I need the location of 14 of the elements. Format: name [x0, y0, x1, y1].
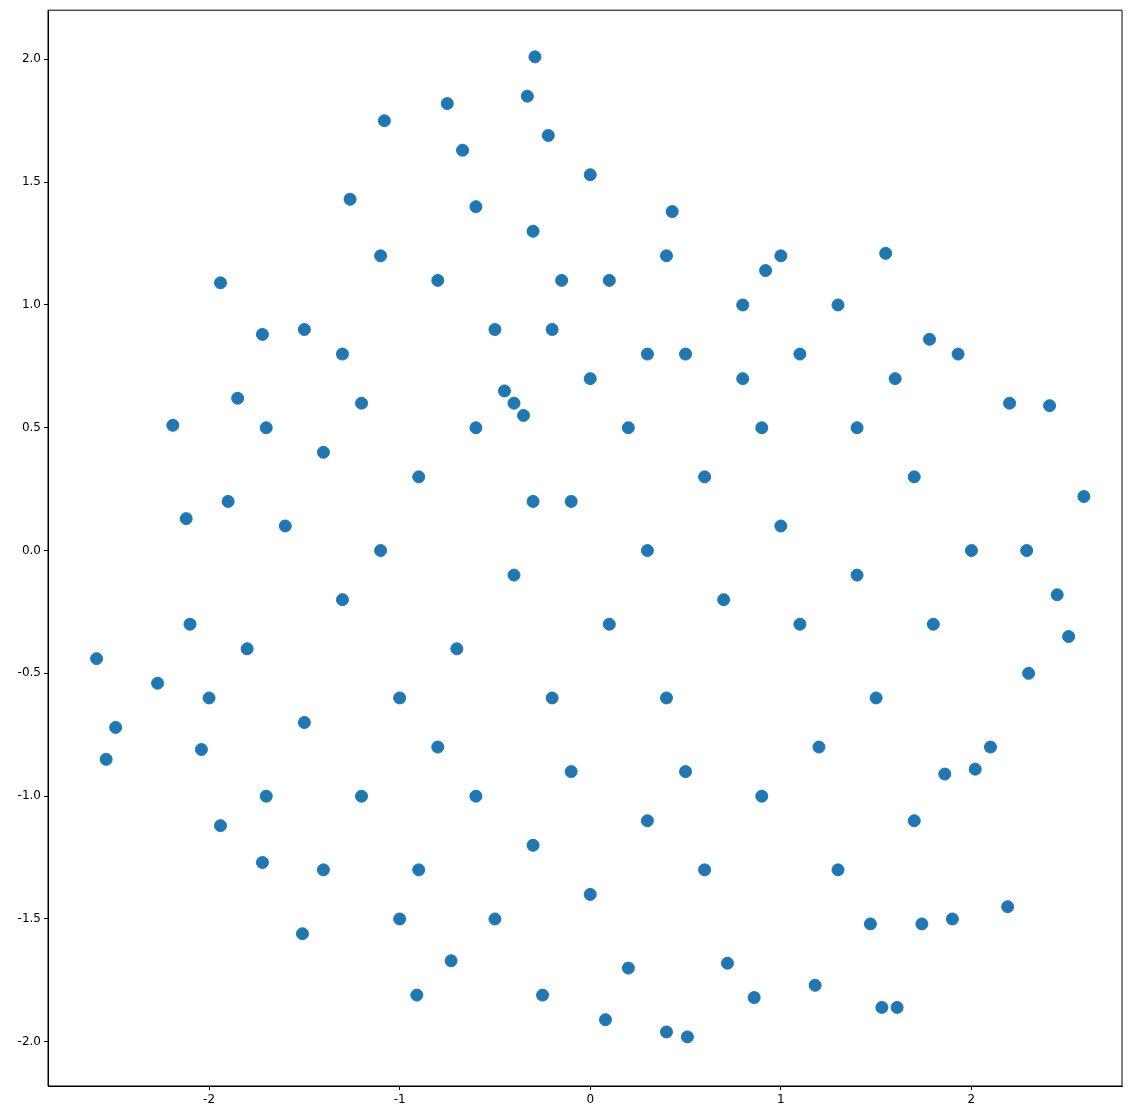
- y-tick-label: 1.0: [21, 297, 41, 312]
- y-tick-label: 0.0: [21, 542, 41, 557]
- y-tick-label: -2.0: [17, 1033, 41, 1048]
- y-tick-label: 1.5: [21, 174, 41, 189]
- x-tick-label: 0: [586, 1092, 595, 1107]
- y-tick-label: 2.0: [21, 51, 41, 66]
- y-tick-label: 0.5: [21, 419, 41, 434]
- x-tick-label: -1: [393, 1092, 406, 1107]
- y-tick-label: -1.5: [17, 911, 41, 926]
- y-tick-label: -1.0: [17, 788, 41, 803]
- x-tick-label: -2: [203, 1092, 216, 1107]
- y-tick-label: -0.5: [17, 665, 41, 680]
- x-tick-label: 2: [967, 1092, 976, 1107]
- x-tick-label: 1: [777, 1092, 785, 1107]
